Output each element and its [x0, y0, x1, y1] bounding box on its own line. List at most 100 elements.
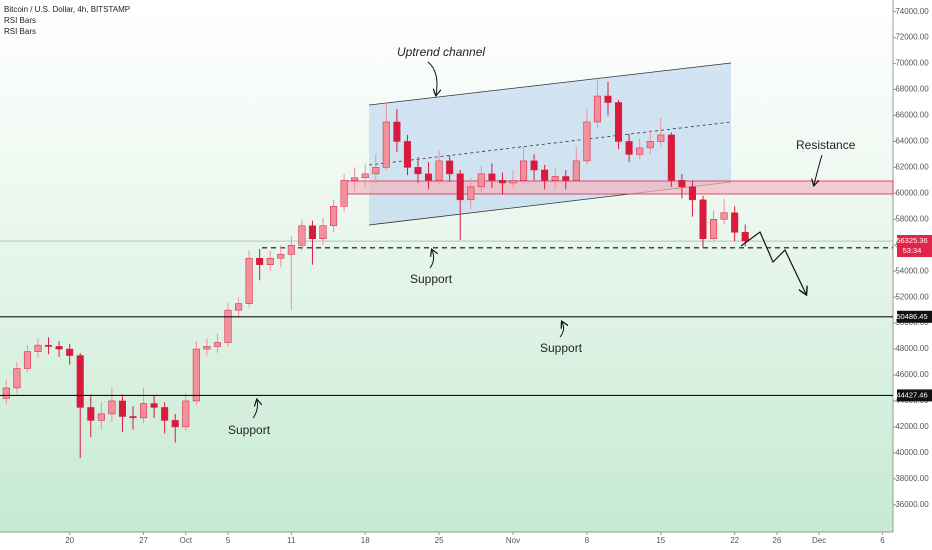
y-tick-label: 64000.00 — [895, 137, 929, 146]
candle-body — [192, 348, 200, 402]
countdown-label: 53:34 — [903, 246, 922, 255]
time-axis-area — [0, 532, 893, 550]
y-tick-label: 74000.00 — [895, 7, 929, 16]
channel-upper — [368, 62, 732, 106]
candle-body — [520, 160, 528, 181]
y-tick-label: 40000.00 — [895, 448, 929, 457]
channel-mid — [368, 121, 732, 166]
candle-body — [625, 141, 633, 155]
last-price-box — [897, 235, 932, 258]
candle-body — [467, 186, 475, 201]
candle-body — [720, 212, 728, 220]
candle-body — [171, 420, 179, 428]
candle-body — [97, 413, 105, 421]
candle-body — [456, 173, 464, 201]
y-tick-label: 48000.00 — [895, 344, 929, 353]
candle-body — [108, 400, 116, 415]
candle-body — [245, 257, 253, 304]
y-tick-label: 62000.00 — [895, 162, 929, 171]
x-tick-label: 27 — [139, 536, 148, 545]
candle-body — [256, 257, 264, 265]
x-tick-label: Nov — [506, 536, 520, 545]
candle-body — [498, 180, 506, 184]
candle-body — [657, 134, 665, 142]
level-price-label: 50486.45 — [896, 312, 927, 321]
candle-body — [351, 177, 359, 181]
candle-body — [213, 342, 221, 347]
candle-body — [161, 407, 169, 421]
annotation-arrow — [252, 400, 258, 419]
y-tick-label: 68000.00 — [895, 85, 929, 94]
candle-body — [150, 403, 158, 408]
candle-body — [593, 95, 601, 123]
y-tick-label: 46000.00 — [895, 370, 929, 379]
candle-body — [699, 199, 707, 240]
candle-body — [688, 186, 696, 201]
x-tick-label: 22 — [730, 536, 739, 545]
candle-body — [678, 180, 686, 188]
candle-body — [403, 141, 411, 168]
y-tick-label: 58000.00 — [895, 214, 929, 223]
y-tick-label: 70000.00 — [895, 59, 929, 68]
candle-body — [615, 102, 623, 142]
annotation: Resistance — [796, 138, 856, 152]
x-tick-label: 6 — [880, 536, 885, 545]
indicator-label: RSI Bars — [4, 16, 36, 25]
candle-body — [76, 355, 84, 408]
candle-body — [140, 403, 148, 419]
candle-body — [583, 121, 591, 162]
annotation: Uptrend channel — [397, 45, 485, 59]
x-tick-label: 18 — [361, 536, 370, 545]
y-tick-label: 60000.00 — [895, 188, 929, 197]
candle-body — [45, 344, 53, 347]
x-tick-label: 15 — [656, 536, 665, 545]
candle-body — [66, 348, 74, 356]
annotation-arrow — [429, 250, 434, 269]
candle-body — [551, 176, 559, 181]
candle-body — [446, 160, 454, 175]
candle-body — [224, 309, 232, 343]
annotation: Support — [228, 423, 271, 437]
annotation: Support — [540, 341, 583, 355]
candle-body — [330, 206, 338, 227]
candle-body — [287, 244, 295, 255]
x-tick-label: Dec — [812, 536, 826, 545]
candle-body — [731, 212, 739, 233]
candle-body — [562, 176, 570, 181]
candle-body — [530, 160, 538, 171]
x-tick-label: Oct — [180, 536, 193, 545]
candle-body — [509, 180, 517, 184]
y-tick-label: 38000.00 — [895, 474, 929, 483]
candle-body — [541, 169, 549, 181]
candle-body — [710, 219, 718, 240]
level-price-box — [897, 310, 932, 323]
candles — [2, 79, 749, 459]
candle-body — [393, 121, 401, 142]
candle-body — [55, 346, 63, 350]
x-tick-label: 20 — [65, 536, 74, 545]
candle-body — [414, 167, 422, 175]
candle-body — [118, 400, 126, 417]
candle-body — [319, 225, 327, 240]
candle-body — [235, 303, 243, 311]
candle-body — [2, 387, 10, 399]
y-tick-label: 54000.00 — [895, 266, 929, 275]
candle-body — [667, 134, 675, 181]
annotation-arrow — [814, 154, 823, 185]
annotation-arrow — [559, 322, 564, 338]
y-tick-label: 72000.00 — [895, 33, 929, 42]
level-price-box — [897, 389, 932, 402]
x-tick-label: 11 — [287, 536, 296, 545]
x-tick-label: 26 — [772, 536, 781, 545]
candle-body — [266, 257, 274, 265]
candle-body — [203, 346, 211, 350]
candle-body — [435, 160, 443, 181]
annotation-arrow — [427, 61, 437, 95]
y-tick-label: 66000.00 — [895, 111, 929, 120]
candle-body — [298, 225, 306, 246]
candle-body — [13, 368, 21, 389]
projection-path — [740, 231, 806, 294]
candle-body — [646, 141, 654, 149]
candle-body — [87, 407, 95, 421]
